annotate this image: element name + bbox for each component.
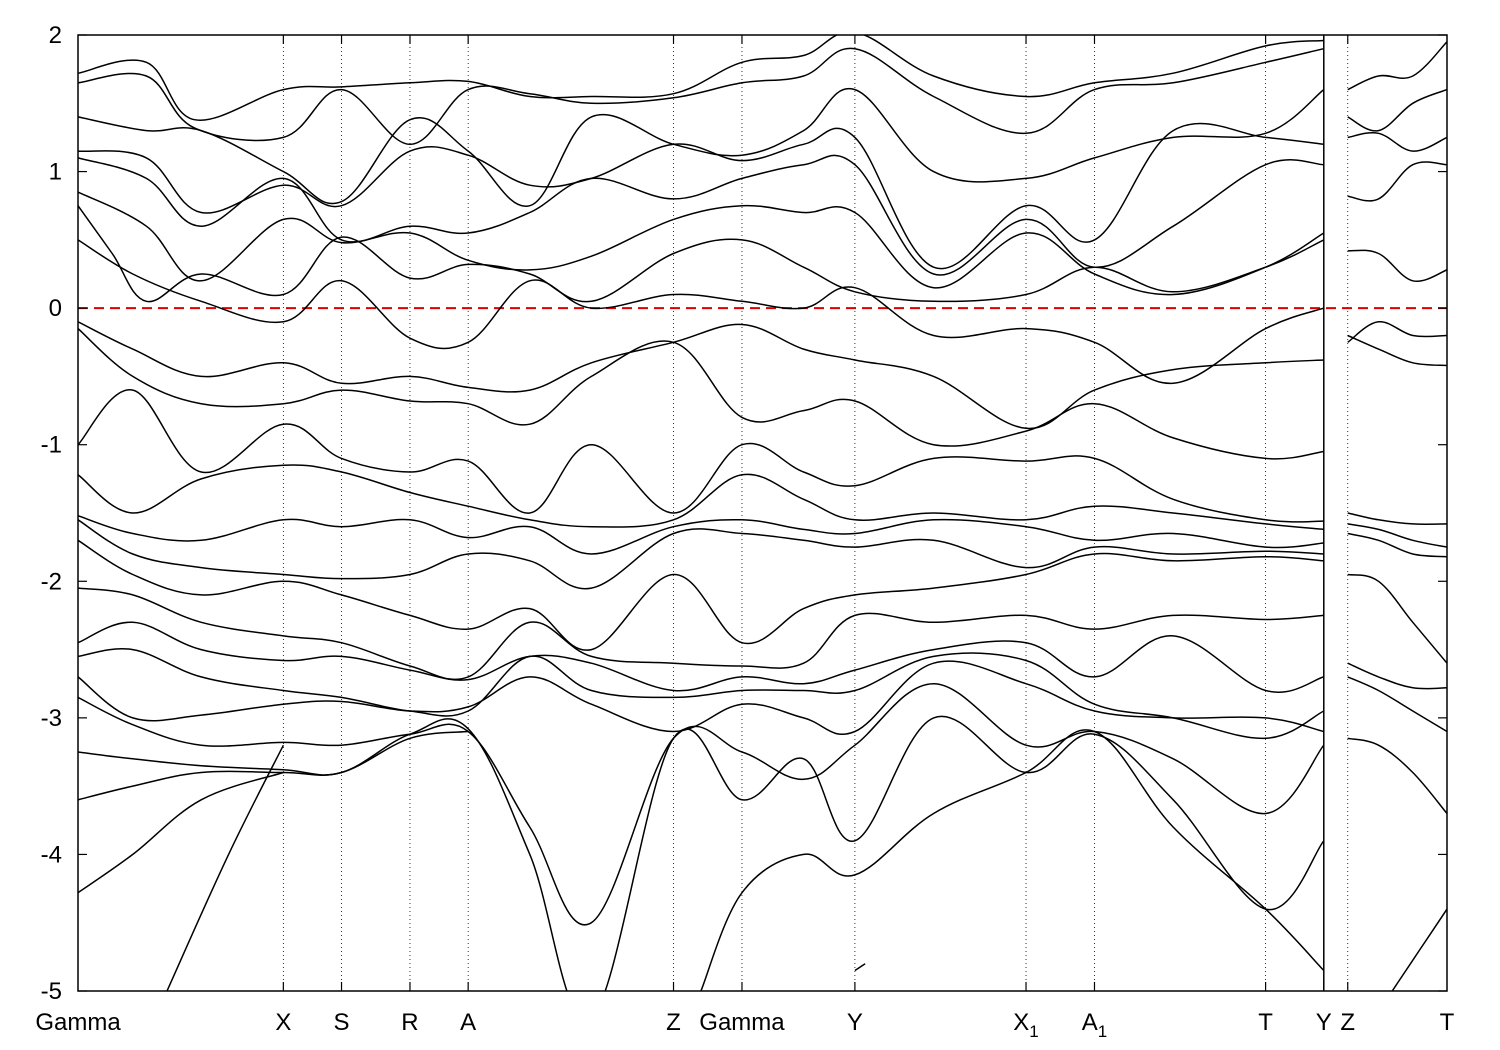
x-tick-label: A1 (1082, 1009, 1107, 1041)
x-tick-label: A (460, 1009, 476, 1036)
x-tick-label: S (334, 1009, 350, 1036)
x-tick-label: X1 (1013, 1009, 1038, 1041)
band-line-8 (78, 321, 1324, 430)
x-axis-ticks: Gamma X S R A Z Gamma Y X1 A1 T Y Z T (35, 35, 1455, 1041)
band-line-29 (1347, 161, 1447, 202)
band-lines (78, 35, 1447, 991)
band-line-17 (78, 648, 1325, 740)
band-line-15 (78, 587, 1324, 681)
band-line-14 (78, 539, 1324, 651)
band-line-35 (1347, 532, 1447, 558)
band-line-18 (78, 660, 1324, 736)
band-line-0 (78, 35, 1324, 121)
y-tick-label: 1 (49, 159, 62, 186)
band-line-10 (78, 389, 1324, 523)
band-line-32 (1347, 334, 1447, 367)
band-line-36 (1347, 573, 1447, 664)
band-line-40 (1391, 908, 1447, 991)
x-tick-label: T (1258, 1009, 1273, 1036)
band-line-26 (1347, 41, 1447, 91)
x-tick-label: Z (1340, 1009, 1355, 1036)
band-line-24 (700, 729, 1325, 991)
band-line-30 (1347, 249, 1447, 283)
x-tick-label: R (401, 1009, 418, 1036)
band-line-19 (78, 682, 1325, 926)
band-line-38 (1347, 676, 1447, 733)
band-line-9 (78, 328, 1324, 460)
x-tick-label: Gamma (699, 1009, 785, 1036)
k-point-lines (282, 35, 1349, 991)
band-line-25 (854, 963, 866, 972)
band-line-6 (78, 205, 1325, 303)
band-line-34 (1347, 523, 1447, 548)
y-tick-label: -4 (41, 841, 62, 868)
band-line-20 (78, 715, 1325, 991)
y-tick-label: -5 (41, 978, 62, 1005)
band-line-37 (1347, 662, 1447, 690)
band-line-27 (1347, 88, 1447, 132)
band-line-33 (1347, 512, 1447, 526)
y-tick-label: -2 (41, 568, 62, 595)
band-line-5 (78, 191, 1325, 296)
band-line-22 (78, 771, 284, 894)
band-line-39 (1347, 737, 1447, 814)
x-tick-label: X (275, 1009, 291, 1036)
band-line-1 (78, 47, 1324, 146)
band-line-31 (1347, 321, 1447, 343)
band-line-11 (78, 464, 1324, 531)
x-tick-label: Y (847, 1009, 863, 1036)
y-tick-label: -3 (41, 705, 62, 732)
x-tick-label: Gamma (35, 1009, 121, 1036)
band-line-4 (78, 154, 1324, 276)
y-axis-ticks: -5 -4 -3 -2 -1 0 1 2 (41, 22, 1447, 1005)
band-line-23 (166, 744, 285, 991)
x-tick-label: Y (1316, 1009, 1332, 1036)
band-line-13 (78, 519, 1324, 590)
band-line-7 (78, 239, 1325, 385)
plot-frame (77, 34, 1448, 992)
x-tick-label: Z (666, 1009, 681, 1036)
band-line-3 (78, 122, 1324, 270)
band-line-12 (78, 514, 1324, 555)
band-line-16 (78, 621, 1325, 693)
x-tick-label: T (1440, 1009, 1455, 1036)
y-tick-label: 0 (49, 295, 62, 322)
y-tick-label: 2 (49, 22, 62, 49)
y-tick-label: -1 (41, 432, 62, 459)
band-line-28 (1347, 132, 1447, 152)
